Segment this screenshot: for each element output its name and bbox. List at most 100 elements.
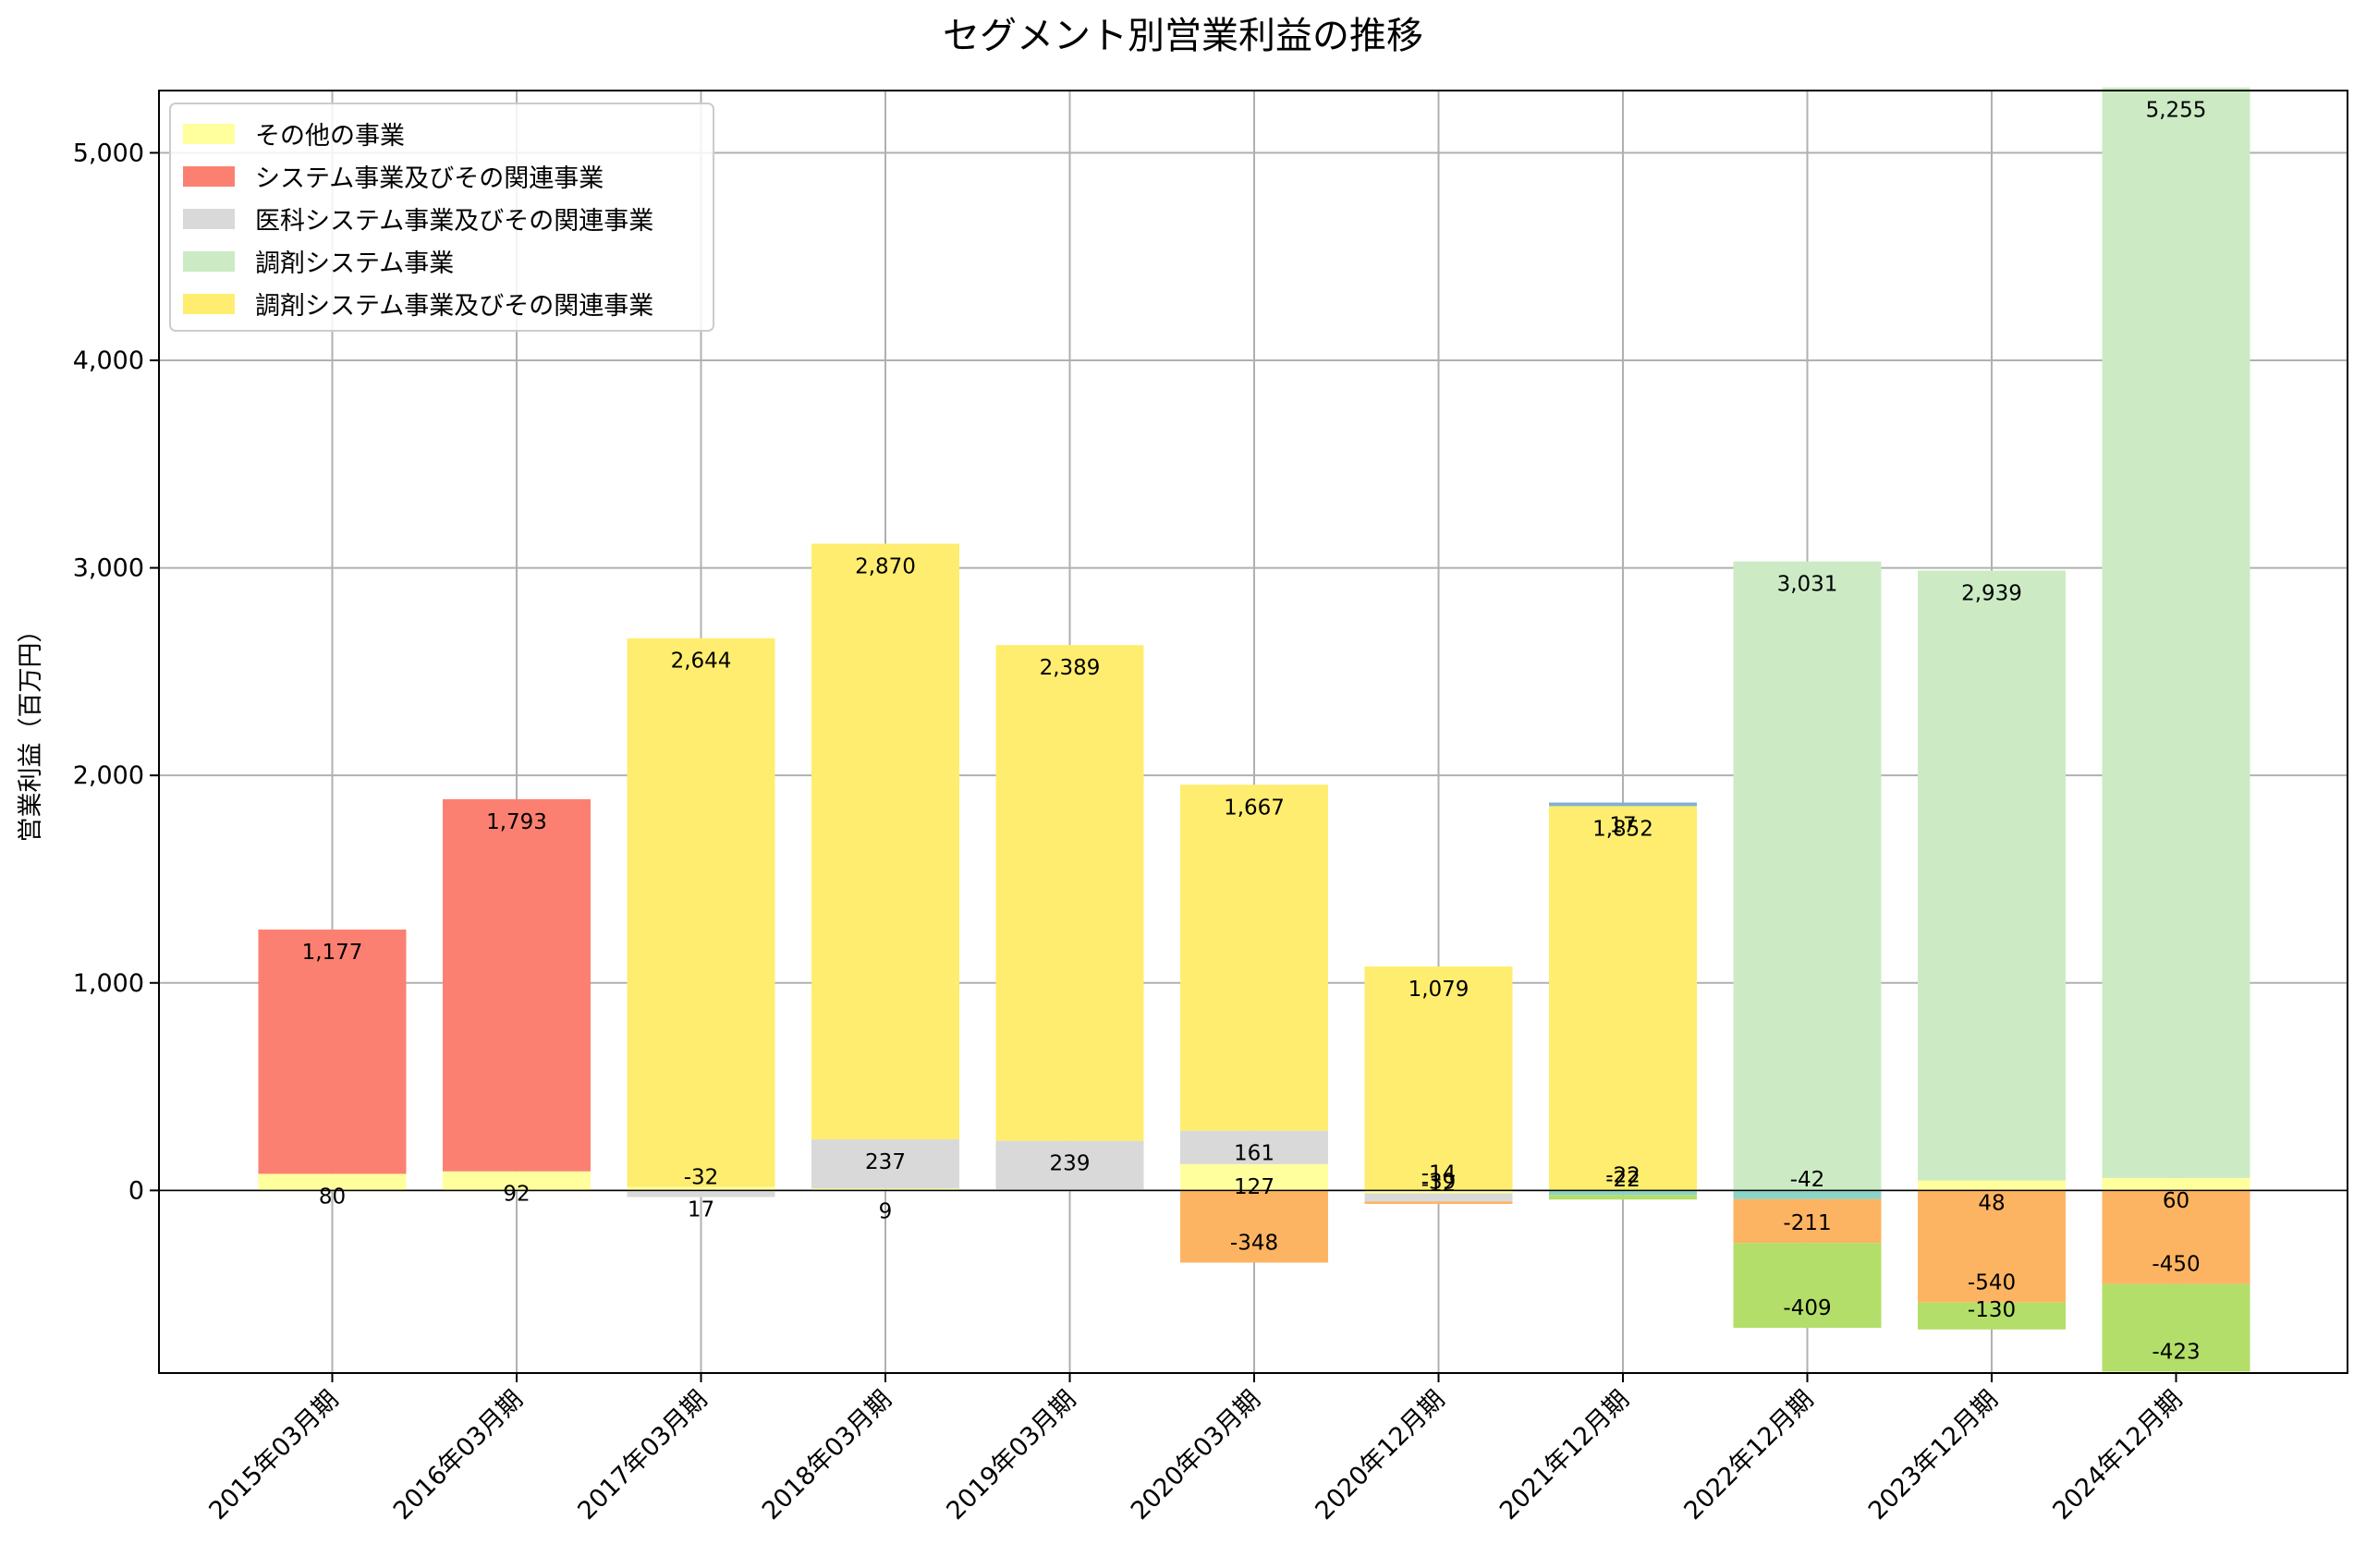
data-label: -130 <box>1968 1298 2016 1322</box>
bar-segment <box>2102 1283 2250 1372</box>
legend-swatch <box>183 251 235 272</box>
bar-segment <box>1733 1243 1882 1329</box>
bar-segment <box>627 1190 775 1197</box>
x-tick-label: 2015年03月期 <box>203 1385 344 1525</box>
x-tick-label: 2016年03月期 <box>388 1385 529 1525</box>
x-tick-label: 2023年12月期 <box>1863 1385 2004 1525</box>
bar-segment <box>1549 802 1697 807</box>
y-tick-label: 4,000 <box>73 346 144 375</box>
data-label: 1,079 <box>1409 978 1470 1002</box>
data-label: -42 <box>1790 1168 1825 1192</box>
data-label: -211 <box>1783 1211 1831 1235</box>
data-label: -540 <box>1968 1271 2016 1295</box>
bar-segment <box>811 1188 959 1191</box>
data-label: 92 <box>503 1183 530 1207</box>
data-label: 1,667 <box>1224 796 1285 820</box>
data-label: 1,852 <box>1592 817 1653 841</box>
bar-segment <box>995 1140 1144 1191</box>
bar-segment <box>1918 570 2066 1181</box>
legend: その他の事業システム事業及びその関連事業医科システム事業及びその関連事業調剤シス… <box>169 103 714 332</box>
x-tick-label: 2018年03月期 <box>757 1385 897 1525</box>
bar-segment <box>1180 1130 1328 1164</box>
bar-segment <box>1918 1180 2066 1191</box>
data-label: 2,389 <box>1040 656 1101 680</box>
data-label: -450 <box>2152 1252 2200 1276</box>
bar-segment <box>1364 1190 1513 1194</box>
data-label: 2,939 <box>1961 581 2022 605</box>
bar-segment <box>1549 1195 1697 1200</box>
bar-segment <box>995 645 1144 1141</box>
bar-segment <box>1364 1201 1513 1204</box>
bar-segment <box>1549 806 1697 1191</box>
legend-swatch <box>183 294 235 314</box>
x-tick-label: 2017年03月期 <box>572 1385 713 1525</box>
x-tick-label: 2019年03月期 <box>941 1385 1081 1525</box>
bar-segment <box>1180 784 1328 1131</box>
bar-segment <box>2102 1177 2250 1191</box>
bar-segment <box>1733 1190 1882 1199</box>
legend-entry: その他の事業 <box>255 122 405 151</box>
bar-segment <box>1364 966 1513 1191</box>
bar-segment <box>627 1186 775 1191</box>
legend-box <box>169 103 714 332</box>
bar-segment <box>1364 1193 1513 1202</box>
data-label: 2,644 <box>671 650 732 674</box>
data-label: -348 <box>1230 1232 1278 1256</box>
y-tick-label: 1,000 <box>73 969 144 998</box>
data-label: 237 <box>865 1150 906 1174</box>
x-tick-label: 2020年03月期 <box>1126 1385 1266 1525</box>
data-label: -39 <box>1421 1170 1457 1194</box>
bar-segment <box>811 543 959 1140</box>
bar-segment <box>2102 1190 2250 1284</box>
bar-segment <box>1733 561 1882 1191</box>
bar-stacks <box>258 87 2250 1372</box>
bar-segment <box>1918 1302 2066 1330</box>
x-tick-label: 2020年12月期 <box>1310 1385 1450 1525</box>
y-tick-label: 5,000 <box>73 139 144 167</box>
data-label: -14 <box>1421 1162 1457 1186</box>
data-label: 161 <box>1234 1142 1274 1166</box>
data-label: 1,793 <box>486 810 547 834</box>
bar-segment <box>1918 1190 2066 1303</box>
legend-entry: システム事業及びその関連事業 <box>255 164 604 193</box>
bar-segment <box>1180 1163 1328 1191</box>
legend-entry: 調剤システム事業 <box>255 249 454 278</box>
data-label: 60 <box>2163 1189 2189 1213</box>
data-label: -12 <box>1421 1173 1457 1197</box>
x-tick-label: 2022年12月期 <box>1678 1385 1819 1525</box>
x-tick-label: 2021年12月期 <box>1494 1385 1635 1525</box>
data-label: -22 <box>1605 1163 1640 1187</box>
bar-segment <box>1180 1190 1328 1263</box>
data-label: 17 <box>688 1198 714 1222</box>
data-label: -32 <box>684 1166 719 1190</box>
y-tick-label: 3,000 <box>73 554 144 583</box>
legend-entry: 調剤システム事業及びその関連事業 <box>255 292 653 321</box>
data-label: -22 <box>1605 1168 1640 1192</box>
data-label: 3,031 <box>1777 573 1838 597</box>
data-label: 80 <box>319 1185 346 1209</box>
data-label: -423 <box>2152 1340 2200 1364</box>
y-axis-label: 営業利益（百万円） <box>17 618 45 843</box>
data-label: 9 <box>879 1199 893 1223</box>
x-tick-label: 2024年12月期 <box>2047 1385 2188 1525</box>
data-label: 5,255 <box>2146 99 2207 123</box>
bar-segment <box>2102 87 2250 1178</box>
data-label: 17 <box>1609 814 1636 838</box>
data-labels: 80 92 17 9 127 -14 48 60 1,177 1,793 -32 237 239 161 -… <box>302 99 2207 1365</box>
bar-segment <box>1549 1190 1697 1196</box>
bar-segment <box>443 798 591 1172</box>
legend-swatch <box>183 209 235 229</box>
bar-segment <box>1733 1198 1882 1244</box>
plot-frame <box>158 90 2348 1374</box>
data-label: -409 <box>1783 1296 1831 1320</box>
data-label: 48 <box>1978 1192 2005 1216</box>
y-tick-label: 2,000 <box>73 761 144 790</box>
chart-title: セグメント別営業利益の推移 <box>943 15 1423 57</box>
data-label: 1,177 <box>302 941 363 965</box>
bar-segment <box>258 1173 407 1191</box>
legend-swatch <box>183 124 235 144</box>
legend-swatch <box>183 166 235 187</box>
data-label: 127 <box>1234 1175 1274 1199</box>
data-label: 239 <box>1050 1152 1091 1176</box>
bar-segment <box>627 638 775 1187</box>
